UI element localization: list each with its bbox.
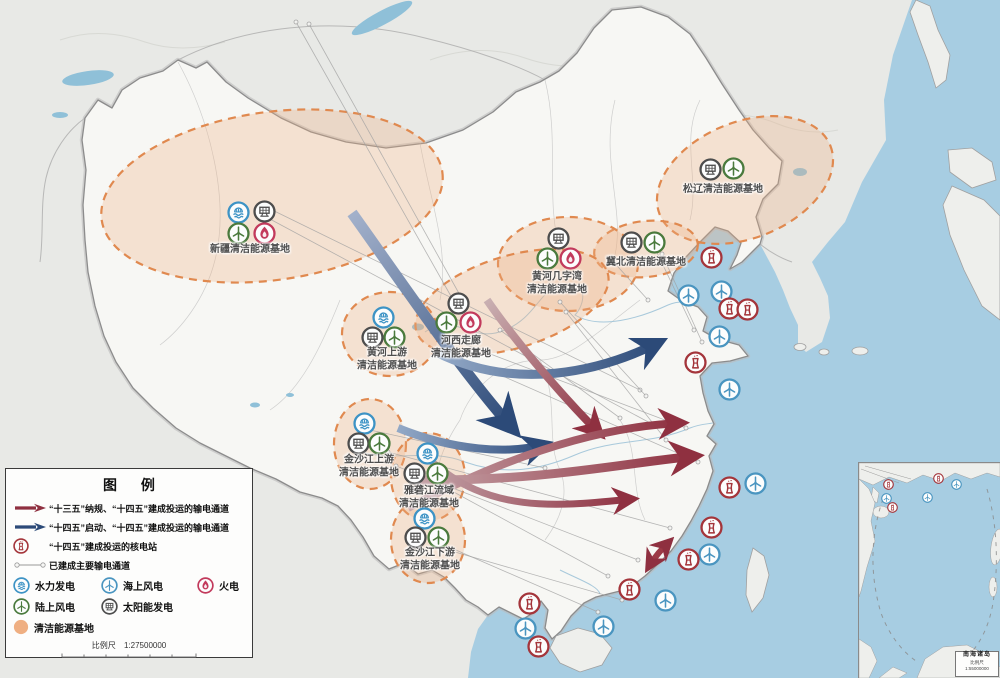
legend-item-label: 太阳能发电 bbox=[123, 602, 173, 614]
honshu-island bbox=[942, 185, 1000, 321]
legend-title: 图 例 bbox=[103, 477, 165, 493]
red-arrow-southwest-1 bbox=[406, 407, 690, 512]
blue-arrow-hexi-east bbox=[433, 337, 669, 379]
legend-row: “十四五”建成投运的核电站 bbox=[13, 538, 245, 554]
inset-sumatra bbox=[878, 666, 908, 678]
legend-item-label: 清洁能源基地 bbox=[34, 623, 94, 635]
nuclear-icon bbox=[932, 472, 944, 484]
legend-row-label: 已建成主要输电通道 bbox=[49, 560, 131, 571]
legend-item-offshore: 海上风电 bbox=[101, 576, 197, 594]
scale-value: 1:27500000 bbox=[123, 641, 167, 650]
legend-panel: 图 例 “十三五”纳规、“十四五”建成投运的输电通道 “十四五”启动、“十四五”建… bbox=[5, 468, 253, 658]
scale-label: 比例尺 bbox=[91, 641, 116, 650]
lakes bbox=[52, 0, 807, 408]
legend-row-label: “十四五”建成投运的核电站 bbox=[49, 541, 158, 552]
onshore-icon bbox=[13, 597, 30, 615]
inset-icons bbox=[859, 463, 1000, 678]
offshore-icon bbox=[101, 576, 118, 594]
scale-bar bbox=[61, 653, 197, 658]
red-arrow-hexi-south bbox=[483, 297, 606, 440]
nuclear-icon bbox=[882, 478, 894, 490]
base-icon bbox=[13, 619, 29, 635]
legend-item-label: 海上风电 bbox=[123, 581, 163, 593]
legend-item-label: 水力发电 bbox=[35, 581, 75, 593]
hokkaido-island bbox=[947, 147, 997, 189]
offshore-icon bbox=[880, 492, 892, 504]
inset-scale-label: 比例尺 bbox=[970, 659, 984, 665]
blue-arrow-xinjiang bbox=[347, 209, 522, 439]
south-china-sea-inset: 南海诸岛 比例尺 1:55000000 bbox=[858, 462, 1000, 678]
islands bbox=[549, 0, 1000, 673]
legend-item-label: 火电 bbox=[219, 581, 239, 593]
legend-type-rows: 水力发电 海上风电 火电陆上风电 太阳能发电清洁能源基地 bbox=[13, 576, 245, 636]
legend-rows: “十三五”纳规、“十四五”建成投运的输电通道 “十四五”启动、“十四五”建成投运的… bbox=[13, 500, 245, 573]
scale-row: 比例尺 1:27500000 bbox=[13, 640, 245, 660]
legend-type-row: 清洁能源基地 bbox=[13, 618, 245, 636]
legend-row: “十四五”启动、“十四五”建成投运的输电通道 bbox=[13, 519, 245, 535]
nuclear-legend-icon bbox=[13, 538, 49, 554]
foreign-borders bbox=[39, 25, 793, 263]
legend-row: “十三五”纳规、“十四五”建成投运的输电通道 bbox=[13, 500, 245, 516]
hainan-island bbox=[549, 627, 613, 673]
legend-item-solar: 太阳能发电 bbox=[101, 597, 197, 615]
inset-dash-line bbox=[872, 488, 997, 664]
legend-item-onshore: 陆上风电 bbox=[13, 597, 101, 615]
nuclear-icon bbox=[886, 501, 898, 513]
base-blob-jinsha-downstream bbox=[389, 495, 467, 585]
arrow-red-legend-icon bbox=[13, 502, 49, 514]
red-arrow-southwest-3 bbox=[427, 457, 640, 515]
legend-type-row: 陆上风电 太阳能发电 bbox=[13, 597, 245, 615]
legend-item-hydro: 水力发电 bbox=[13, 576, 101, 594]
inset-malay bbox=[858, 638, 878, 678]
legend-item-thermal: 火电 bbox=[197, 576, 239, 594]
inset-vietnam bbox=[858, 478, 876, 598]
legend-row-label: “十四五”启动、“十四五”建成投运的输电通道 bbox=[49, 522, 230, 533]
legend-row: 已建成主要输电通道 bbox=[13, 557, 245, 573]
red-arrow-coastal-double bbox=[644, 536, 675, 574]
blue-arrow-sichuan bbox=[396, 424, 554, 467]
sakhalin-island bbox=[909, 0, 951, 89]
offshore-icon bbox=[921, 491, 933, 503]
inset-label-box: 南海诸岛 比例尺 1:55000000 bbox=[955, 651, 999, 677]
legend-item-base: 清洁能源基地 bbox=[13, 619, 94, 635]
base-blob-songliao bbox=[655, 115, 835, 245]
offshore-icon bbox=[950, 478, 962, 490]
thermal-icon bbox=[197, 576, 214, 594]
arrow-blue-legend-icon bbox=[13, 521, 49, 533]
hydro-icon bbox=[13, 576, 30, 594]
base-blob-xinjiang bbox=[100, 108, 444, 284]
existing-line-legend-icon bbox=[13, 560, 49, 570]
solar-icon bbox=[101, 597, 118, 615]
taiwan-island bbox=[745, 547, 770, 613]
legend-item-label: 陆上风电 bbox=[35, 602, 75, 614]
inset-scale-value: 1:55000000 bbox=[965, 665, 989, 671]
inset-title: 南海诸岛 bbox=[962, 652, 991, 658]
legend-row-label: “十三五”纳规、“十四五”建成投运的输电通道 bbox=[49, 503, 230, 514]
blue-arrows bbox=[347, 209, 669, 467]
legend-type-row: 水力发电 海上风电 火电 bbox=[13, 576, 245, 594]
red-arrows bbox=[406, 297, 705, 574]
